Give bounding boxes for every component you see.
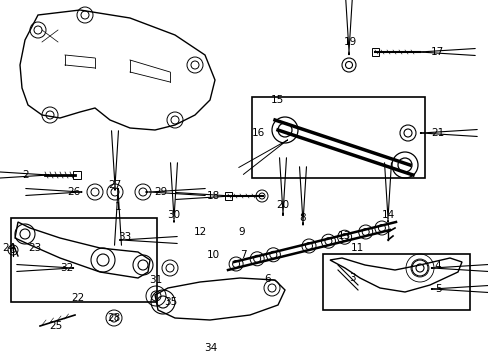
- Text: 17: 17: [429, 47, 443, 57]
- Text: 9: 9: [238, 227, 245, 237]
- Text: 12: 12: [193, 227, 206, 237]
- Text: 35: 35: [164, 297, 177, 307]
- Text: 1: 1: [115, 202, 121, 212]
- Text: 20: 20: [276, 200, 289, 210]
- Text: 16: 16: [251, 128, 264, 138]
- Text: 32: 32: [60, 263, 74, 273]
- Bar: [323, 254, 469, 310]
- Text: 27: 27: [108, 180, 122, 190]
- Text: 10: 10: [206, 250, 219, 260]
- Text: 30: 30: [167, 210, 180, 220]
- Text: 21: 21: [430, 128, 444, 138]
- Text: 31: 31: [149, 275, 163, 285]
- Text: 6: 6: [264, 274, 271, 284]
- Text: 13: 13: [337, 231, 350, 241]
- Text: 29: 29: [154, 187, 167, 197]
- Text: 19: 19: [343, 37, 356, 47]
- Text: 15: 15: [270, 95, 283, 105]
- Text: 7: 7: [239, 250, 246, 260]
- Bar: [224, 192, 231, 200]
- Text: 28: 28: [107, 313, 121, 323]
- Text: 18: 18: [206, 191, 219, 201]
- Text: 5: 5: [434, 284, 440, 294]
- Bar: [371, 48, 378, 56]
- Text: 14: 14: [381, 210, 394, 220]
- Text: 25: 25: [49, 321, 62, 331]
- Text: 2: 2: [22, 170, 29, 180]
- Text: 33: 33: [118, 232, 131, 242]
- Text: 11: 11: [350, 243, 363, 253]
- Bar: [73, 171, 81, 179]
- Text: 26: 26: [67, 187, 81, 197]
- Text: 8: 8: [299, 213, 305, 223]
- Text: 22: 22: [71, 293, 84, 303]
- Text: 24: 24: [2, 243, 16, 253]
- Text: 23: 23: [28, 243, 41, 253]
- Text: 4: 4: [434, 261, 440, 271]
- Bar: [251, 97, 424, 178]
- Bar: [11, 218, 157, 302]
- Text: 34: 34: [204, 343, 217, 353]
- Text: 3: 3: [348, 273, 355, 283]
